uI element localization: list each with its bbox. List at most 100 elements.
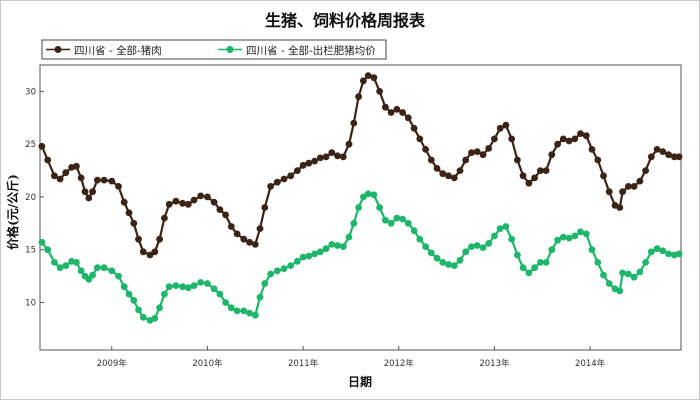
data-point-pork [222,211,230,219]
data-point-pork [179,199,187,207]
data-point-pork [393,105,401,113]
data-point-hog [675,250,683,258]
data-point-hog [630,273,638,281]
data-point-hog [642,259,649,266]
data-point-pork [210,198,218,206]
data-point-hog [433,254,441,262]
data-point-hog [364,190,372,198]
x-axis-label: 日期 [348,374,372,389]
data-point-hog [151,314,159,322]
data-point-hog [519,264,527,272]
data-point-hog [240,307,248,315]
y-tick-label: 15 [25,246,36,256]
y-tick-label: 20 [25,193,36,203]
data-point-hog [38,238,46,246]
legend-label-hog: 四川省 - 全部-出栏肥猪均价 [246,44,376,57]
data-point-hog [316,248,324,256]
data-point-hog [94,264,101,272]
data-point-pork [256,225,264,233]
data-point-hog [287,262,295,269]
data-point-hog [473,242,481,249]
data-point-pork [422,146,429,153]
data-point-hog [456,256,464,264]
data-point-hog [172,282,180,289]
data-point-pork [165,200,173,208]
data-point-pork [445,172,452,180]
data-point-hog [554,236,561,244]
data-point-hog [179,283,187,291]
data-point-pork [280,175,288,183]
data-point-hog [416,235,424,243]
data-point-pork [502,121,510,129]
data-point-pork [565,137,573,145]
data-point-hog [233,307,241,315]
data-point-pork [496,124,504,132]
data-point-pork [156,235,164,243]
data-point-hog [108,267,116,275]
data-point-hog [360,193,367,201]
data-point-pork [85,194,93,202]
data-point-pork [161,214,168,222]
data-point-hog [462,248,470,256]
data-point-pork [636,177,644,185]
data-point-hog [120,283,128,291]
data-point-pork [44,156,52,164]
data-point-hog [619,269,626,277]
data-point-pork [439,170,447,178]
data-point-pork [135,235,142,243]
data-point-pork [619,188,626,196]
data-point-hog [77,267,85,275]
data-point-hog [267,270,274,278]
data-point-hog [577,228,584,236]
data-point-pork [56,175,64,183]
data-point-hog [161,290,168,298]
data-point-hog [115,272,122,280]
data-point-hog [514,251,521,259]
data-point-pork [360,77,367,85]
data-point-pork [51,172,58,180]
data-point-pork [38,142,46,150]
data-point-hog [322,245,330,253]
data-point-hog [44,246,52,254]
data-point-hog [468,243,475,251]
data-point-hog [210,285,218,293]
data-point-hog [280,265,288,273]
data-point-pork [261,204,269,211]
data-point-hog [299,253,307,261]
data-point-pork [273,178,281,186]
data-point-hog [647,248,655,256]
data-point-hog [294,257,301,265]
data-point-hog [571,232,579,240]
data-point-pork [605,188,613,196]
data-point-pork [665,151,672,159]
data-point-pork [233,230,241,238]
data-point-pork [559,135,567,143]
data-point-hog [559,233,567,241]
data-point-hog [130,297,138,304]
data-point-pork [491,135,498,143]
data-point-hog [605,280,613,287]
data-point-pork [531,174,538,182]
data-point-pork [571,135,579,143]
data-point-hog [51,259,58,266]
x-tick-label: 2012年 [384,358,415,369]
data-point-hog [125,290,133,298]
data-point-hog [227,304,235,312]
data-point-hog [636,268,644,276]
data-point-hog [190,282,198,289]
legend-box [41,39,387,60]
data-point-hog [422,243,429,251]
data-point-hog [139,313,147,321]
data-point-hog [479,244,487,252]
data-point-pork [364,72,372,79]
data-point-hog [594,259,602,266]
data-point-hog [427,249,435,257]
data-point-hog [256,293,264,301]
data-point-pork [125,209,133,217]
data-point-pork [485,145,493,152]
data-point-hog [588,246,596,254]
data-point-pork [659,148,667,156]
data-point-pork [94,176,101,184]
data-point-pork [299,161,307,169]
data-point-hog [485,240,493,247]
